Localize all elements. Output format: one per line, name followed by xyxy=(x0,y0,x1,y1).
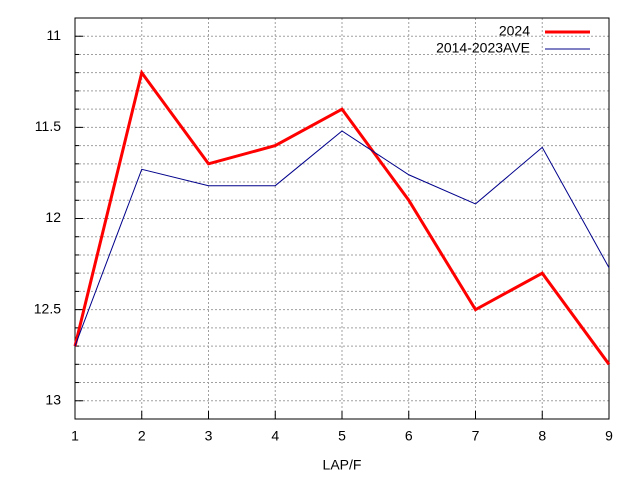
y-tick-label: 11.5 xyxy=(35,118,61,134)
x-tick-label: 9 xyxy=(605,428,613,444)
legend-label: 2014-2023AVE xyxy=(436,40,530,56)
y-tick-label: 12 xyxy=(45,209,61,225)
series-line xyxy=(73,69,611,366)
plot-frame xyxy=(74,17,610,420)
series-line xyxy=(74,130,610,347)
x-tick-label: 3 xyxy=(205,428,213,444)
x-tick-label: 6 xyxy=(405,428,413,444)
x-tick-label: 4 xyxy=(271,428,279,444)
y-tick-label: 12.5 xyxy=(34,300,61,316)
x-tick-label: 7 xyxy=(472,428,480,444)
x-tick-label: 8 xyxy=(538,428,546,444)
y-tick-label: 13 xyxy=(45,391,61,407)
legend-label: 2024 xyxy=(499,23,530,39)
x-tick-label: 1 xyxy=(71,428,79,444)
x-axis-label: LAP/F xyxy=(323,457,362,473)
y-tick-label: 11 xyxy=(46,27,61,43)
x-tick-label: 2 xyxy=(138,428,146,444)
x-tick-label: 5 xyxy=(338,428,346,444)
